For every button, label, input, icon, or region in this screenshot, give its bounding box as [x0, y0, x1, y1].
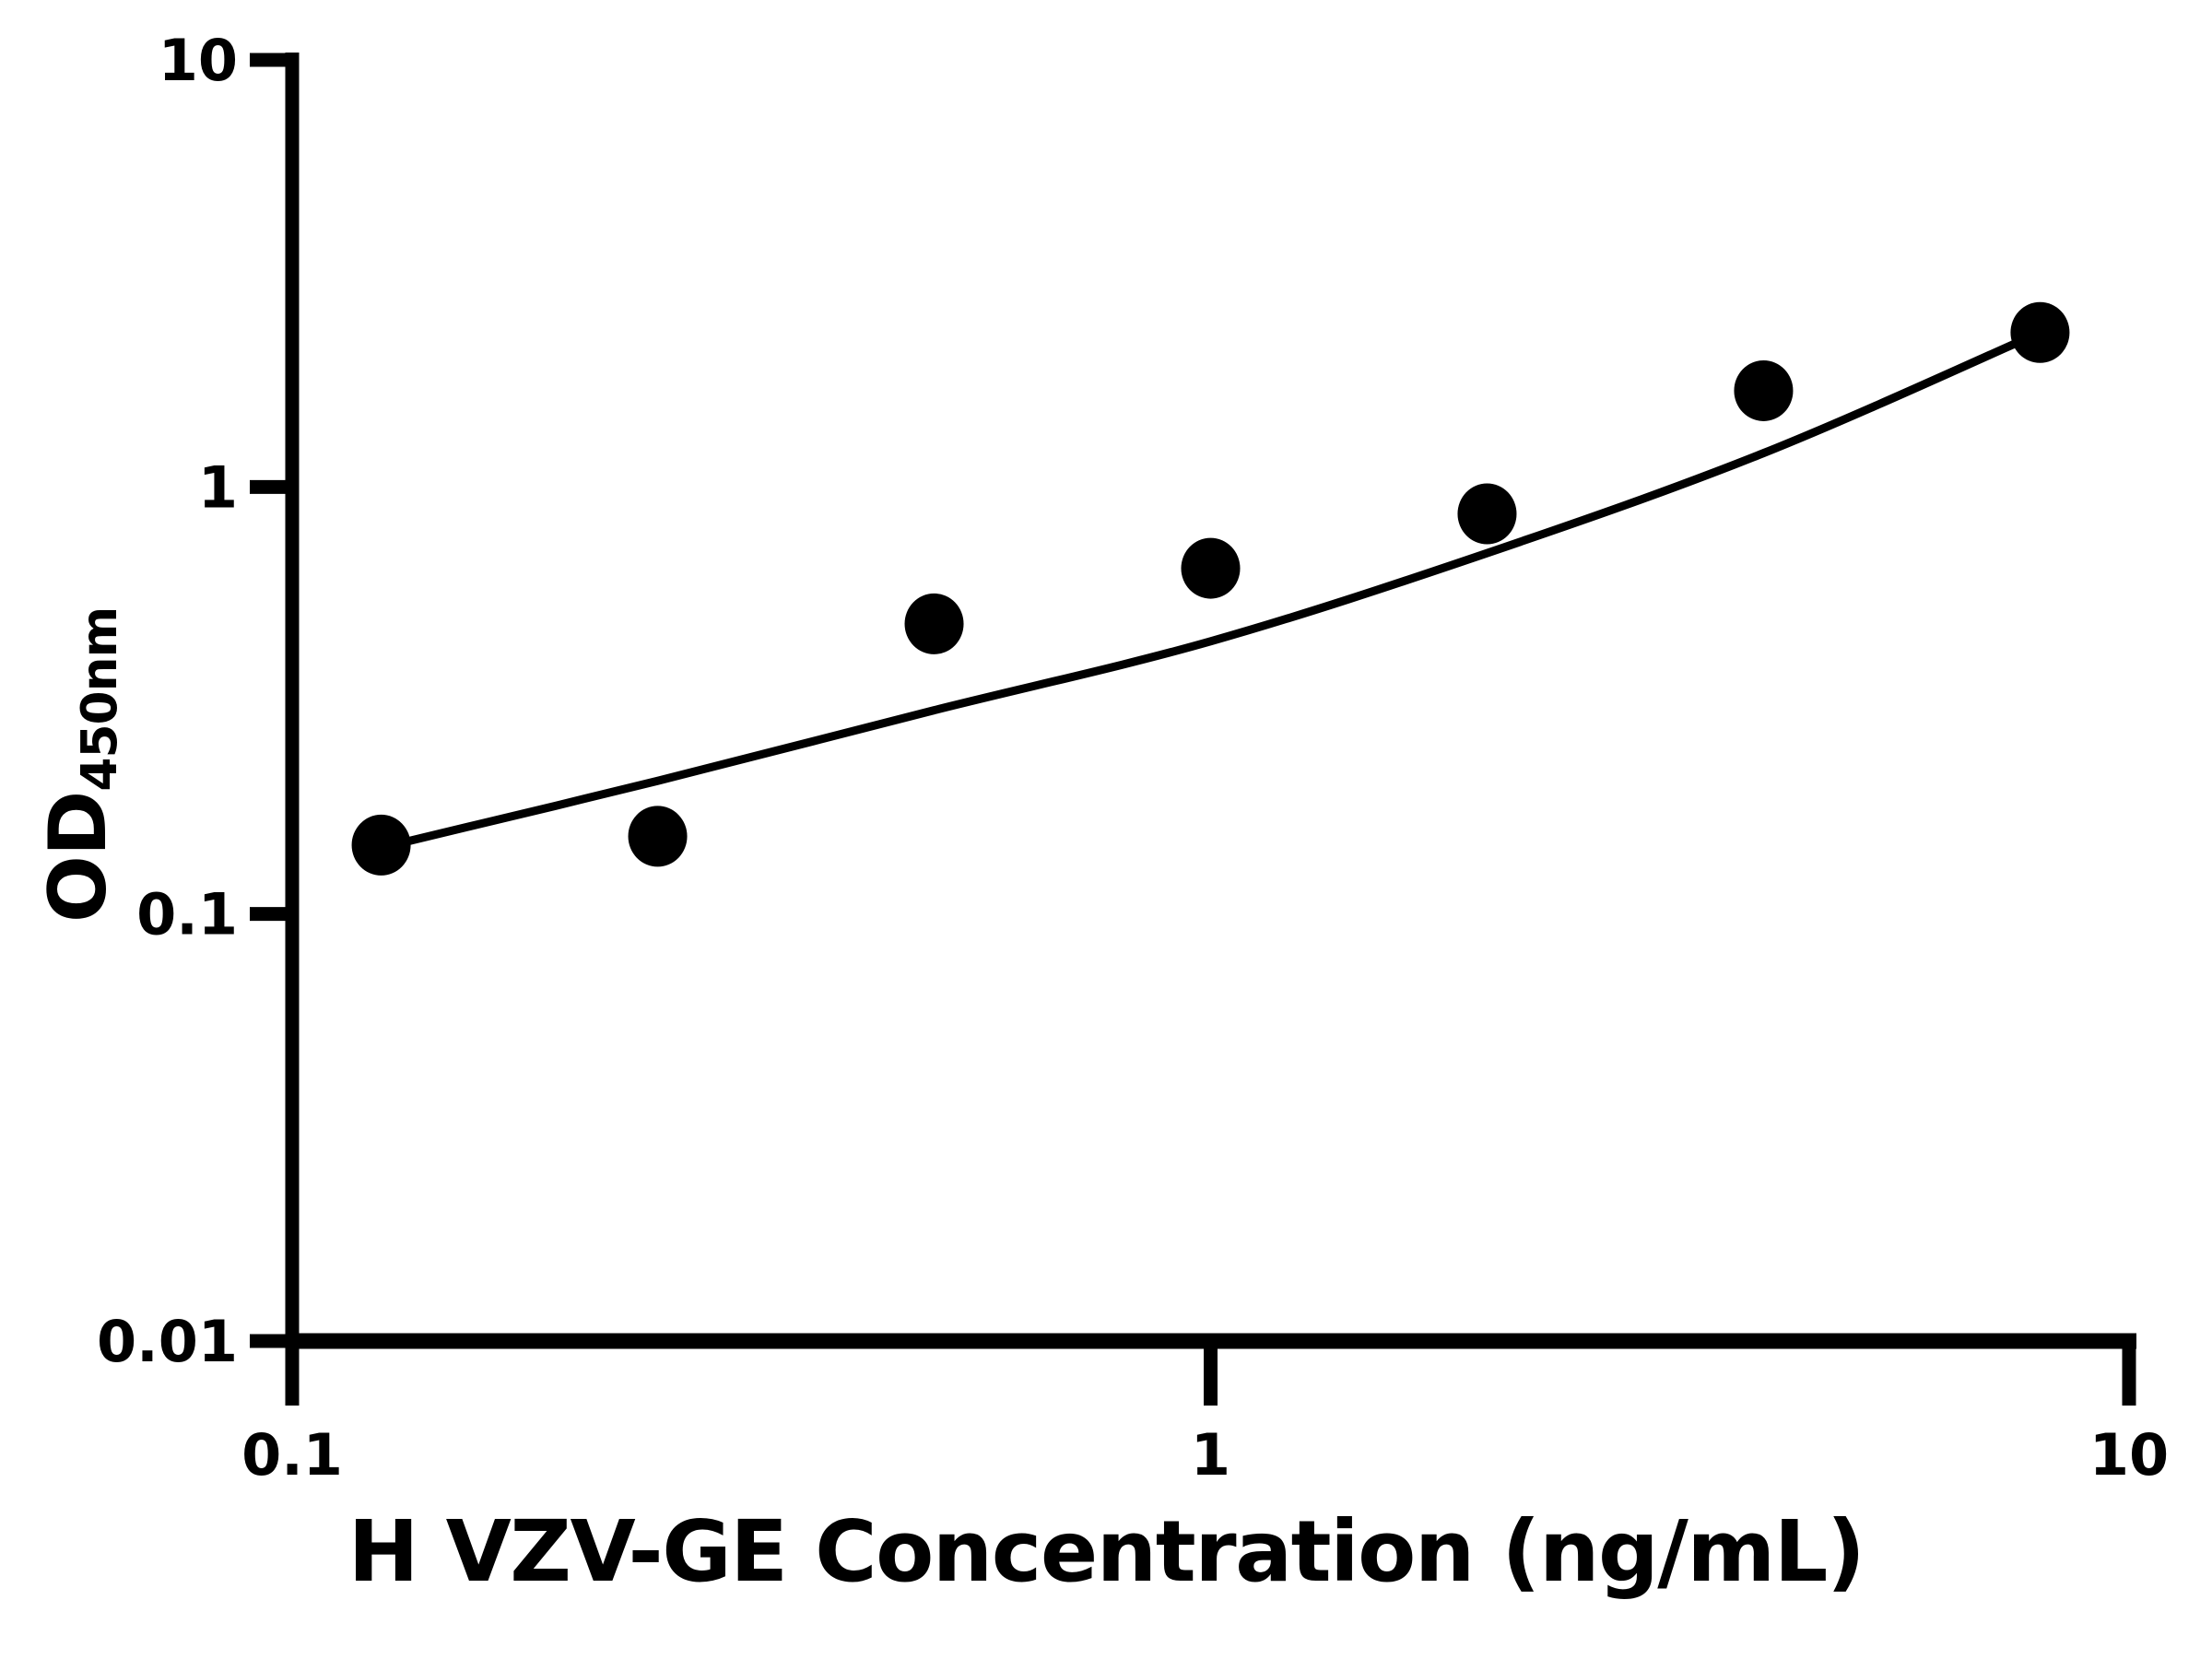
y-tick-label: 0.1: [136, 881, 238, 948]
fit-curve: [377, 328, 2044, 853]
data-point-group: [351, 301, 2070, 876]
y-axis-ticks: 10 1 0.1 0.01: [97, 27, 292, 1375]
axes-frame: [285, 53, 2136, 1373]
x-tick-label: 1: [1191, 1421, 1230, 1488]
data-point-marker: [1734, 359, 1794, 421]
data-point-marker: [904, 593, 964, 654]
data-point-marker: [351, 814, 411, 876]
x-axis-ticks: 0.1 1 10: [241, 1341, 2169, 1488]
data-point-marker: [2010, 301, 2070, 363]
data-point-marker: [1181, 537, 1241, 599]
y-tick-label: 1: [198, 453, 238, 521]
y-tick-label: 10: [159, 27, 238, 94]
x-tick-label: 10: [2089, 1421, 2169, 1488]
data-point-marker: [1457, 483, 1517, 545]
x-tick-label: 0.1: [241, 1421, 343, 1488]
y-tick-label: 0.01: [97, 1308, 238, 1375]
x-axis-title: H VZV-GE Concentration (ng/mL): [347, 1502, 1865, 1601]
data-point-marker: [628, 806, 688, 867]
